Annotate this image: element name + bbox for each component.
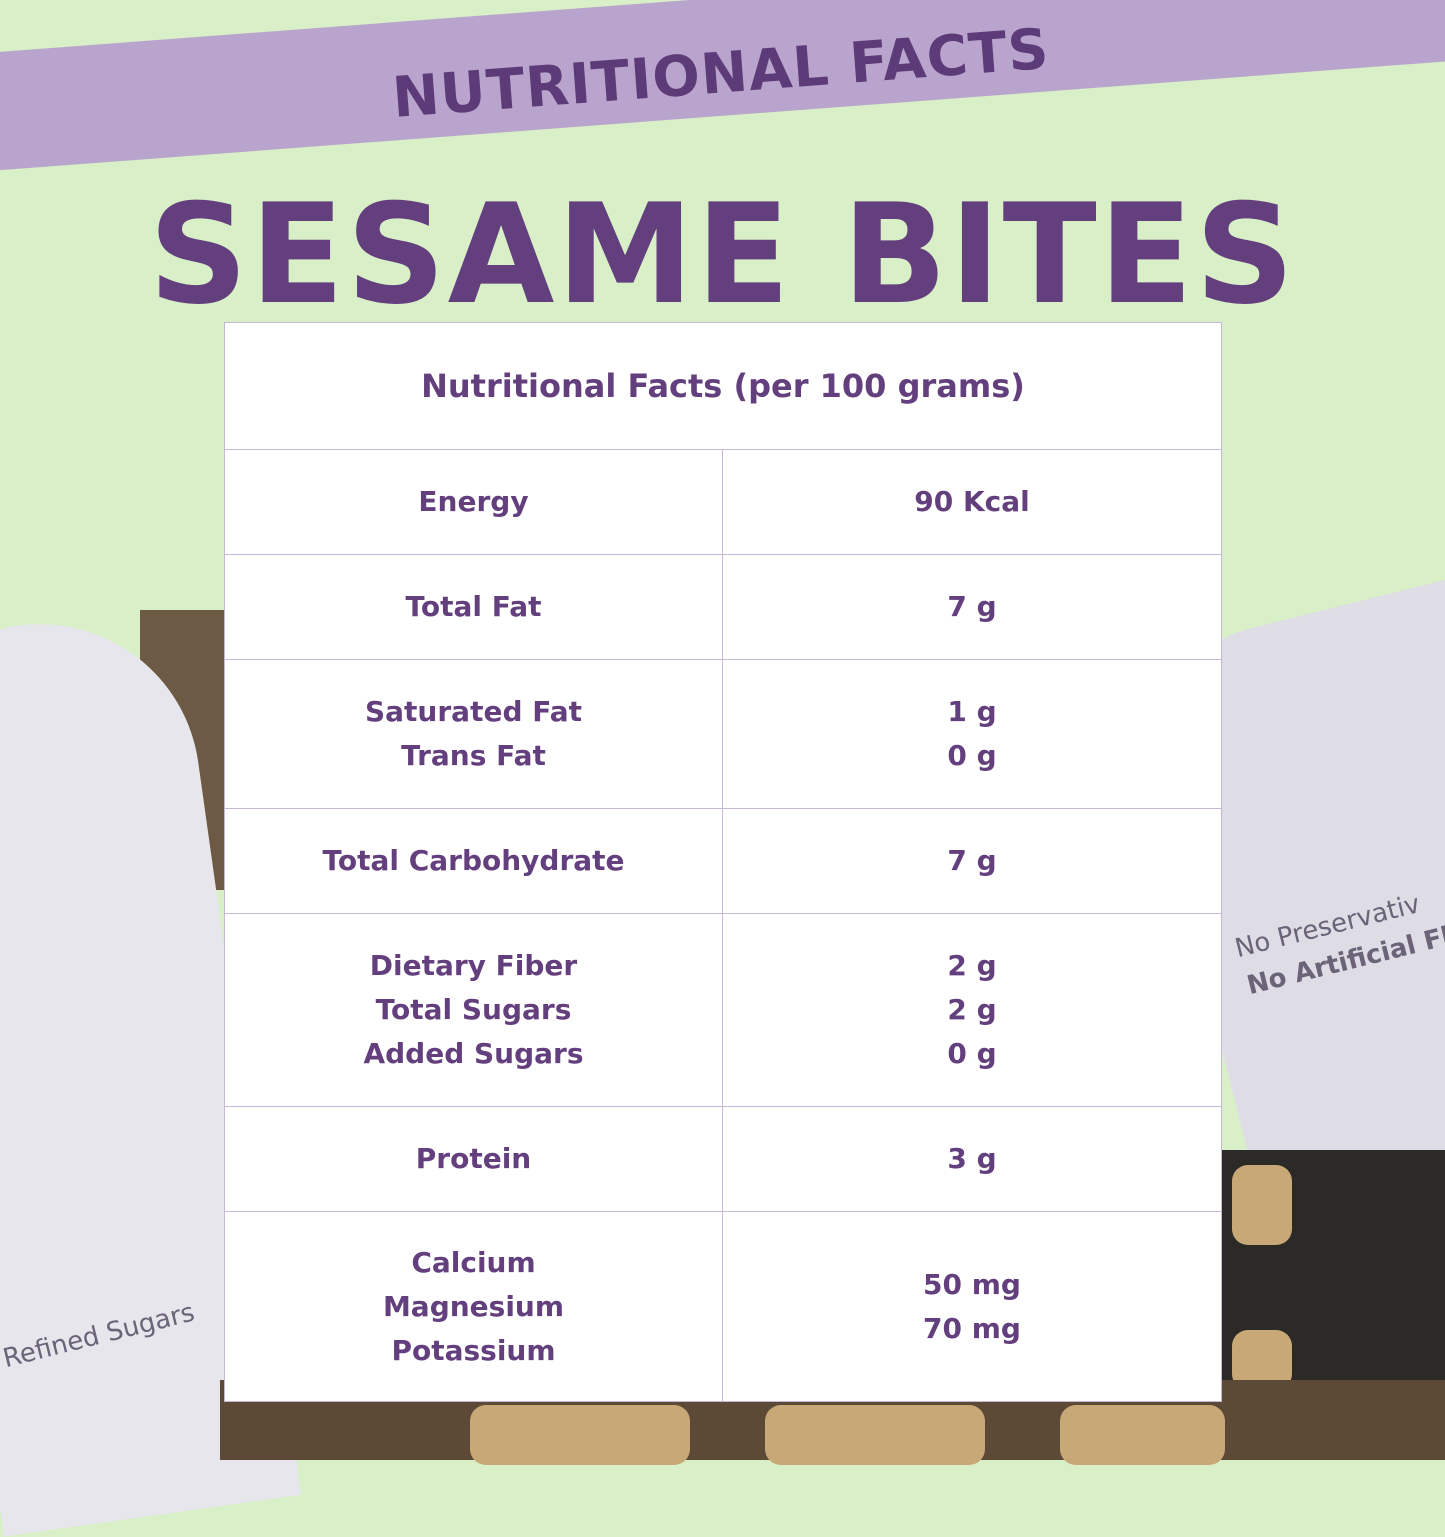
nutrient-cell: Protein [225,1107,723,1211]
amount-cell: 2 g 2 g 0 g [723,914,1221,1106]
nutrient-amount: 0 g [947,1037,997,1070]
amount-cell: 3 g [723,1107,1221,1211]
nutrient-amount: 70 mg [923,1312,1021,1345]
nutrient-amount: 1 g [947,695,997,728]
nutrient-cell: Energy [225,450,723,554]
nutrient-amount: 3 g [947,1142,997,1175]
nutrient-cell: Total Fat [225,555,723,659]
nutrient-label: Saturated Fat [364,695,582,728]
nutrient-amount: 50 mg [923,1268,1021,1301]
nutrient-amount: 0 g [947,739,997,772]
amount-cell: 50 mg 70 mg [723,1212,1221,1402]
nutrient-label: Total Carbohydrate [322,844,625,877]
amount-cell: 1 g 0 g [723,660,1221,808]
nutrient-cell: Total Carbohydrate [225,809,723,913]
nutrient-amount: 7 g [947,844,997,877]
table-row: Dietary Fiber Total Sugars Added Sugars … [225,914,1221,1107]
nutrient-label: Total Fat [405,590,542,623]
sesame-bite-image [1060,1405,1225,1465]
nutrient-label: Magnesium [382,1290,565,1323]
nutrient-amount: 2 g [947,949,997,982]
nutrient-label: Protein [415,1142,532,1175]
table-row: Energy 90 Kcal [225,450,1221,555]
amount-cell: 90 Kcal [723,450,1221,554]
nutrient-amount: 2 g [947,993,997,1026]
product-title: SESAME BITES [148,174,1297,335]
sesame-bite-image [470,1405,690,1465]
nutrient-amount: 7 g [947,590,997,623]
nutrient-amount: 90 Kcal [914,485,1030,518]
table-header: Nutritional Facts (per 100 grams) [225,323,1221,450]
nutrient-label: Calcium [411,1246,536,1279]
nutrient-label: Energy [418,485,529,518]
nutrient-label: Trans Fat [401,739,546,772]
nutrient-cell: Dietary Fiber Total Sugars Added Sugars [225,914,723,1106]
table-row: Calcium Magnesium Potassium 50 mg 70 mg [225,1212,1221,1402]
table-row: Total Carbohydrate 7 g [225,809,1221,914]
table-row: Protein 3 g [225,1107,1221,1212]
sesame-bite-image [1232,1165,1292,1245]
nutrient-label: Potassium [391,1334,556,1367]
sesame-bite-image [765,1405,985,1465]
nutrient-label: Total Sugars [375,993,572,1026]
nutrient-cell: Calcium Magnesium Potassium [225,1212,723,1402]
amount-cell: 7 g [723,809,1221,913]
nutrient-cell: Saturated Fat Trans Fat [225,660,723,808]
nutrient-label: Dietary Fiber [369,949,578,982]
table-row: Total Fat 7 g [225,555,1221,660]
table-row: Saturated Fat Trans Fat 1 g 0 g [225,660,1221,809]
amount-cell: 7 g [723,555,1221,659]
nutrition-facts-table: Nutritional Facts (per 100 grams) Energy… [224,322,1222,1402]
nutrient-label: Added Sugars [363,1037,584,1070]
